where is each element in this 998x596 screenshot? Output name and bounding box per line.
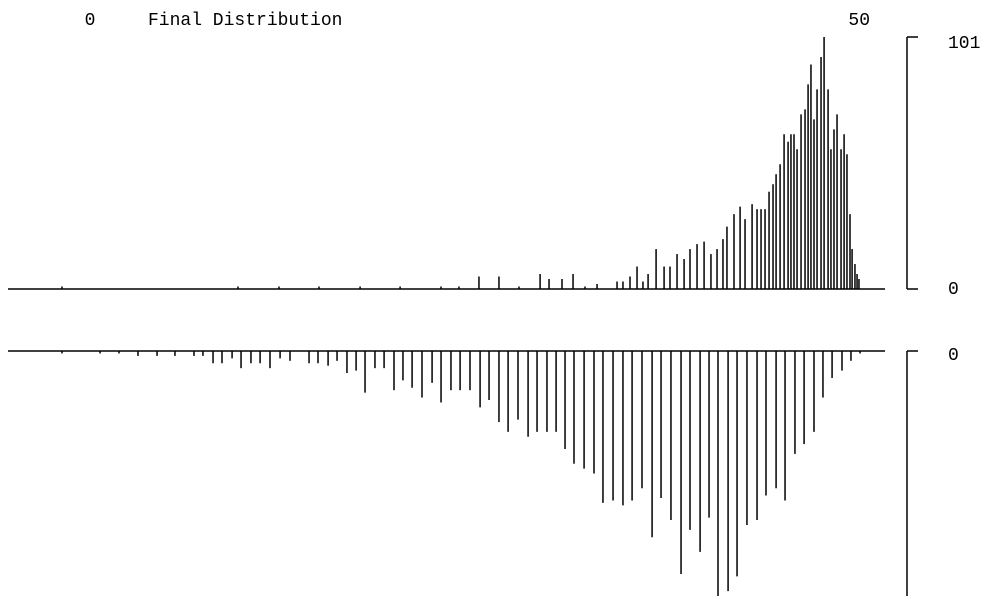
y-tick-label: 0 [948,346,959,366]
y-tick-label: 0 [948,280,959,300]
chart-title: Final Distribution [148,11,342,31]
y-tick-label: 101 [948,34,980,54]
x-tick-label: 0 [85,11,96,31]
x-tick-label: 50 [848,11,870,31]
